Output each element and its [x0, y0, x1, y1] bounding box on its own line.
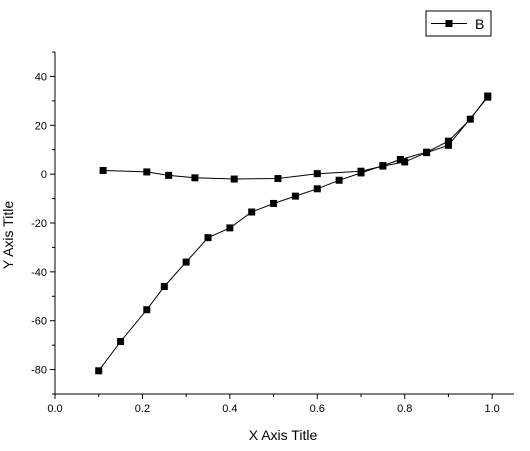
series-line — [98, 95, 489, 372]
series-layer — [95, 92, 492, 375]
data-point-marker — [143, 168, 151, 176]
data-point-marker — [379, 162, 387, 170]
data-point-marker — [423, 148, 431, 156]
y-axis-title: Y Axis Title — [0, 201, 16, 269]
data-point-marker — [182, 258, 190, 266]
y-tick-label: 20 — [35, 120, 47, 132]
y-tick-label: 40 — [35, 71, 47, 83]
data-point-marker — [99, 166, 107, 174]
data-point-marker — [165, 171, 173, 179]
y-axis-ticks: -80 -60 -40 -20 0 20 40 — [31, 51, 55, 395]
data-point-marker — [248, 208, 256, 216]
data-point-marker — [204, 234, 212, 242]
x-axis-title: X Axis Title — [249, 427, 318, 443]
data-point-marker — [401, 158, 409, 166]
legend: B — [425, 10, 492, 37]
data-point-marker — [466, 115, 474, 123]
x-tick-label: 1.0 — [484, 403, 499, 415]
data-point-marker — [160, 283, 168, 291]
data-point-marker — [357, 169, 365, 177]
data-point-marker — [117, 337, 125, 345]
y-tick-label: -60 — [31, 316, 47, 328]
data-point-marker — [444, 141, 452, 149]
data-point-marker — [444, 137, 452, 145]
data-point-marker — [226, 224, 234, 232]
x-axis-ticks: 0.0 0.2 0.4 0.6 0.8 1.0 — [47, 394, 500, 415]
data-point-marker — [291, 192, 299, 200]
data-point-marker — [335, 176, 343, 184]
data-point-marker — [95, 367, 103, 375]
series-1 — [99, 93, 492, 183]
x-tick-label: 0.4 — [222, 403, 237, 415]
data-point-marker — [313, 185, 321, 193]
y-tick-label: -20 — [31, 218, 47, 230]
legend-label: B — [475, 16, 484, 32]
data-point-marker — [143, 306, 151, 314]
x-tick-label: 0.0 — [47, 403, 62, 415]
x-tick-label: 0.8 — [397, 403, 412, 415]
data-point-marker — [270, 199, 278, 207]
legend-marker — [445, 20, 453, 27]
x-tick-label: 0.2 — [135, 403, 150, 415]
series-line — [103, 96, 489, 180]
data-point-marker — [396, 155, 404, 163]
series-2 — [95, 92, 492, 375]
data-point-marker — [230, 175, 238, 183]
x-tick-label: 0.6 — [310, 403, 325, 415]
data-point-marker — [274, 175, 282, 183]
data-point-marker — [191, 174, 199, 182]
data-point-marker — [484, 92, 492, 100]
y-tick-label: -80 — [31, 365, 47, 377]
data-point-marker — [313, 170, 321, 178]
y-tick-label: 0 — [41, 169, 47, 181]
y-tick-label: -40 — [31, 267, 47, 279]
